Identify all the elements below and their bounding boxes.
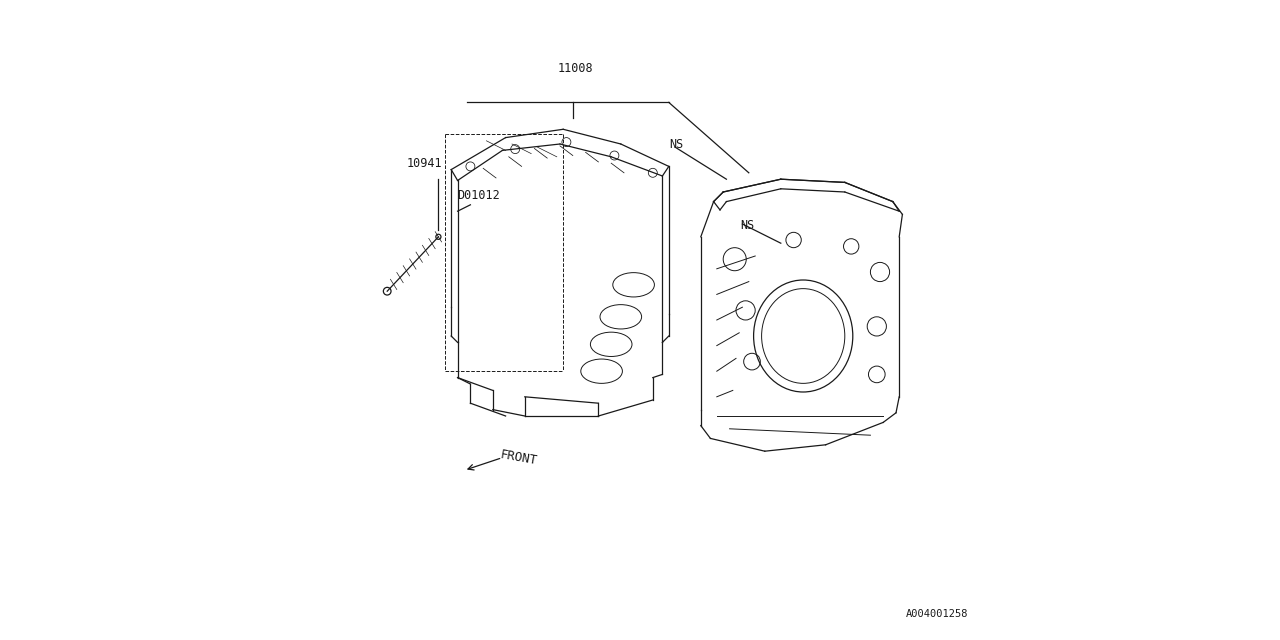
- Text: 10941: 10941: [407, 157, 442, 170]
- Text: NS: NS: [668, 138, 684, 150]
- Text: FRONT: FRONT: [499, 448, 539, 467]
- Text: NS: NS: [740, 219, 754, 232]
- Text: A004001258: A004001258: [906, 609, 968, 620]
- Text: 11008: 11008: [558, 62, 594, 75]
- Text: D01012: D01012: [458, 189, 500, 202]
